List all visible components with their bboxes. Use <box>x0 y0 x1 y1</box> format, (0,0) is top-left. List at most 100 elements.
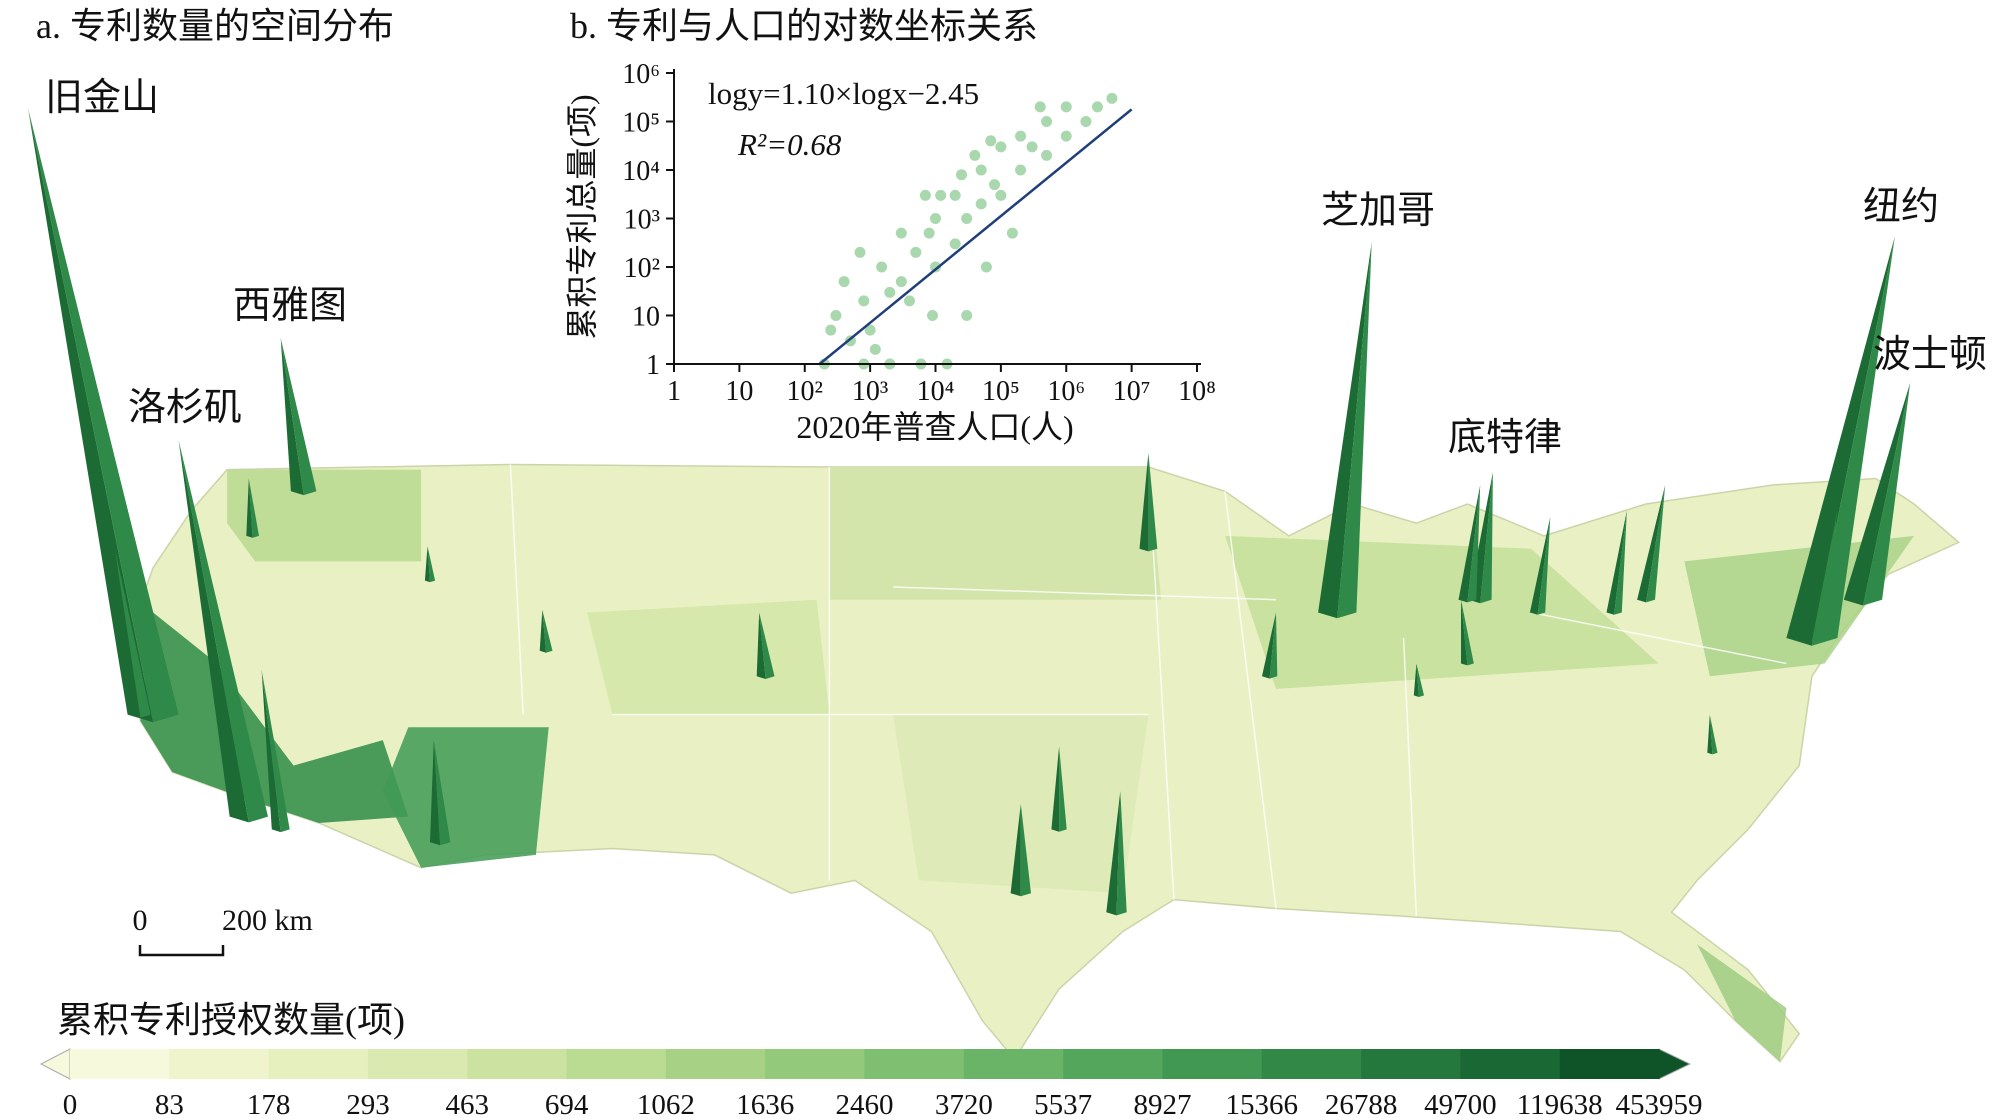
spike <box>1106 791 1121 916</box>
spike <box>539 609 547 653</box>
state-line <box>1531 611 1787 665</box>
colorbar-label: 293 <box>346 1089 390 1120</box>
state-line <box>509 464 524 715</box>
x-tick-label: 10⁸ <box>1178 376 1216 407</box>
point <box>869 343 881 355</box>
region <box>893 714 1149 894</box>
point <box>989 179 1001 191</box>
point <box>858 295 870 307</box>
point <box>956 169 968 181</box>
y-tick-label: 10⁵ <box>622 108 660 139</box>
city-label: 纽约 <box>1863 186 1939 228</box>
spike <box>248 478 259 538</box>
y-tick-label: 10⁶ <box>622 59 660 90</box>
y-tick-label: 10⁴ <box>622 156 660 187</box>
point <box>1006 227 1018 239</box>
spike <box>1801 510 1838 642</box>
spike <box>1262 612 1276 679</box>
spike <box>759 612 775 679</box>
point <box>884 286 896 298</box>
spike <box>1413 663 1419 697</box>
spike <box>756 612 766 679</box>
x-tick-label: 10⁶ <box>1047 376 1085 407</box>
spike <box>114 548 141 718</box>
colorbar-segment <box>1261 1049 1362 1079</box>
spike <box>427 546 436 583</box>
map-title: a. 专利数量的空间分布 <box>36 6 394 46</box>
spike <box>1614 510 1627 615</box>
point <box>975 198 987 210</box>
colorbar-segment <box>665 1049 766 1079</box>
spike <box>1461 599 1468 666</box>
region <box>1697 944 1787 1062</box>
colorbar-label: 26788 <box>1325 1089 1398 1120</box>
x-tick-label: 10⁵ <box>982 376 1020 407</box>
region <box>140 612 409 823</box>
spike <box>1461 599 1474 666</box>
colorbar-title: 累积专利授权数量(项) <box>57 1000 405 1040</box>
scale-label: 200 km <box>222 904 313 937</box>
spike <box>1010 803 1021 897</box>
point <box>1041 149 1053 161</box>
scale-bar <box>138 945 225 957</box>
spike <box>1637 484 1666 603</box>
point <box>961 310 973 321</box>
spike <box>28 108 154 723</box>
point <box>949 238 961 250</box>
spike <box>1458 484 1481 603</box>
spike <box>178 440 249 823</box>
state-line <box>1402 637 1418 917</box>
point <box>919 189 931 201</box>
city-label: 波士顿 <box>1873 334 1987 376</box>
point <box>1080 116 1092 127</box>
region <box>587 599 830 715</box>
spike <box>280 338 317 496</box>
spike <box>261 669 290 833</box>
spike <box>1811 510 1838 642</box>
colorbar-label: 8927 <box>1133 1089 1191 1120</box>
y-tick-label: 10³ <box>624 205 660 236</box>
spike <box>1116 791 1127 916</box>
colorbar-segment <box>1559 1049 1660 1079</box>
r-squared: R²=0.68 <box>737 127 842 162</box>
spike <box>1269 612 1278 679</box>
spike <box>246 478 253 538</box>
point <box>961 213 973 224</box>
colorbar-label: 463 <box>446 1089 490 1120</box>
point <box>969 149 981 161</box>
spike <box>1843 382 1911 606</box>
point <box>1034 101 1046 113</box>
y-tick-label: 10² <box>624 253 660 284</box>
point <box>1060 101 1072 113</box>
x-tick-label: 10³ <box>852 376 888 407</box>
point <box>854 246 866 258</box>
point <box>1041 116 1053 127</box>
chart-title: b. 专利与人口的对数坐标关系 <box>570 6 1038 46</box>
fit-line <box>818 108 1133 365</box>
spike <box>1863 382 1911 606</box>
x-tick-label: 10⁷ <box>1113 376 1151 407</box>
spike <box>542 609 553 653</box>
city-label: 底特律 <box>1448 417 1562 459</box>
colorbar-label: 0 <box>63 1089 78 1120</box>
point <box>1091 101 1103 113</box>
spike <box>1318 242 1372 619</box>
x-tick-label: 10² <box>787 376 823 407</box>
spike <box>433 740 451 846</box>
colorbar-label: 1636 <box>736 1089 794 1120</box>
point <box>927 310 939 321</box>
spike <box>1020 803 1031 897</box>
x-tick-label: 10⁴ <box>917 376 955 407</box>
colorbar-segment <box>70 1049 170 1079</box>
colorbar-label: 83 <box>155 1089 184 1120</box>
spike <box>1811 236 1895 646</box>
point <box>825 324 837 336</box>
spike <box>114 548 151 718</box>
spike <box>261 669 281 833</box>
point <box>995 189 1007 201</box>
point <box>980 261 992 273</box>
colorbar-segment <box>1361 1049 1461 1079</box>
colorbar-label: 178 <box>247 1089 291 1120</box>
colorbar-label: 5537 <box>1034 1089 1092 1120</box>
